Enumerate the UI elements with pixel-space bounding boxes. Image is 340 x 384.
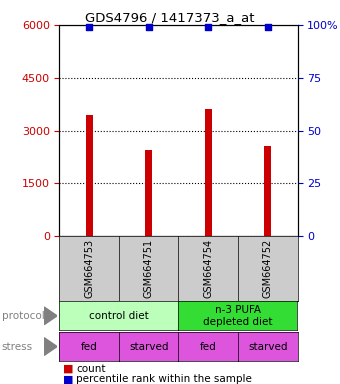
Text: fed: fed xyxy=(200,341,217,352)
Bar xyxy=(264,146,271,236)
Text: GSM664752: GSM664752 xyxy=(263,239,273,298)
Text: GDS4796 / 1417373_a_at: GDS4796 / 1417373_a_at xyxy=(85,11,255,24)
Text: GSM664751: GSM664751 xyxy=(144,239,154,298)
Text: percentile rank within the sample: percentile rank within the sample xyxy=(76,374,252,384)
Text: count: count xyxy=(76,364,106,374)
Text: GSM664753: GSM664753 xyxy=(84,239,94,298)
Bar xyxy=(205,109,212,236)
Polygon shape xyxy=(44,338,57,355)
Text: starved: starved xyxy=(248,341,288,352)
Text: fed: fed xyxy=(81,341,98,352)
Text: protocol: protocol xyxy=(2,311,45,321)
Point xyxy=(265,24,271,30)
Text: n-3 PUFA
depleted diet: n-3 PUFA depleted diet xyxy=(203,305,273,327)
Text: ■: ■ xyxy=(63,374,73,384)
Point xyxy=(205,24,211,30)
Text: starved: starved xyxy=(129,341,169,352)
Bar xyxy=(86,115,93,236)
Point xyxy=(146,24,152,30)
Polygon shape xyxy=(44,307,57,324)
Bar xyxy=(145,150,152,236)
Text: stress: stress xyxy=(2,341,33,352)
Text: ■: ■ xyxy=(63,364,73,374)
Text: GSM664754: GSM664754 xyxy=(203,239,213,298)
Point xyxy=(86,24,92,30)
Text: control diet: control diet xyxy=(89,311,149,321)
